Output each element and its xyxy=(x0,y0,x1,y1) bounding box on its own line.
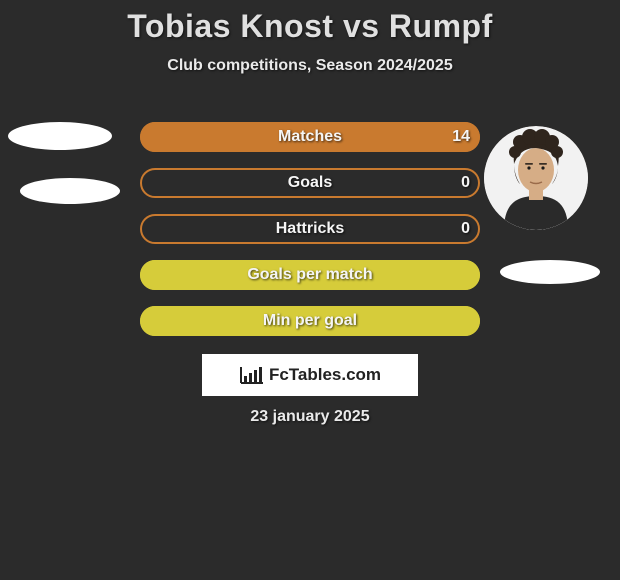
stat-row-goals: Goals 0 xyxy=(140,168,480,198)
comparison-infographic: Tobias Knost vs Rumpf Club competitions,… xyxy=(0,0,620,580)
avatar-illustration xyxy=(484,126,588,230)
player-right-avatar xyxy=(484,126,588,230)
stat-label: Goals xyxy=(140,168,480,198)
stat-label: Goals per match xyxy=(140,260,480,290)
stat-label: Hattricks xyxy=(140,214,480,244)
placeholder-ellipse-2 xyxy=(20,178,120,204)
page-title: Tobias Knost vs Rumpf xyxy=(0,0,620,45)
logo-inner: FcTables.com xyxy=(239,365,381,385)
stat-right-value: 0 xyxy=(461,214,470,244)
logo-text: FcTables.com xyxy=(269,365,381,385)
stat-label: Matches xyxy=(140,122,480,152)
stat-row-matches: Matches 14 xyxy=(140,122,480,152)
stat-right-value: 14 xyxy=(452,122,470,152)
placeholder-ellipse-3 xyxy=(500,260,600,284)
subtitle: Club competitions, Season 2024/2025 xyxy=(0,57,620,75)
stat-row-goals-per-match: Goals per match xyxy=(140,260,480,290)
placeholder-ellipse-1 xyxy=(8,122,112,150)
stat-label: Min per goal xyxy=(140,306,480,336)
infographic-date: 23 january 2025 xyxy=(0,408,620,426)
stat-row-hattricks: Hattricks 0 xyxy=(140,214,480,244)
bar-chart-icon xyxy=(239,365,265,385)
source-logo: FcTables.com xyxy=(202,354,418,396)
stat-right-value: 0 xyxy=(461,168,470,198)
stats-panel: Matches 14 Goals 0 Hattricks 0 Goals per… xyxy=(140,122,480,352)
stat-row-min-per-goal: Min per goal xyxy=(140,306,480,336)
